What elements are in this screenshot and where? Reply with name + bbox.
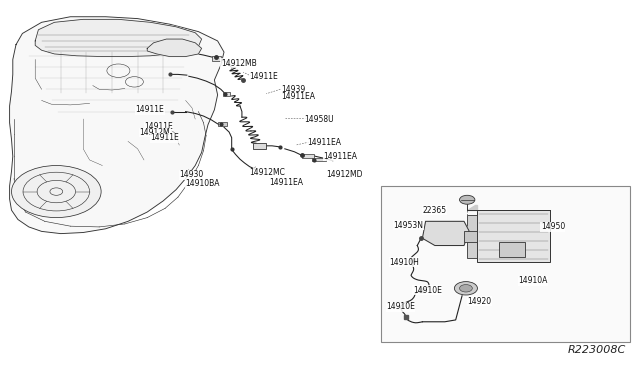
Text: 14911E: 14911E	[150, 133, 179, 142]
Bar	[253, 143, 266, 149]
Text: 14910BA: 14910BA	[186, 179, 220, 188]
Polygon shape	[147, 39, 202, 57]
Text: 14953N: 14953N	[394, 221, 424, 230]
Text: 14950: 14950	[541, 222, 565, 231]
Polygon shape	[422, 221, 469, 246]
Polygon shape	[467, 205, 477, 210]
Bar	[312, 158, 326, 161]
Text: 14930: 14930	[179, 170, 204, 179]
Circle shape	[460, 195, 475, 204]
Circle shape	[12, 166, 101, 218]
Circle shape	[454, 282, 477, 295]
Polygon shape	[35, 19, 202, 57]
Text: 14910H: 14910H	[389, 258, 419, 267]
Bar	[464, 231, 477, 242]
Bar	[302, 154, 314, 158]
Text: 14910E: 14910E	[386, 302, 415, 311]
Text: 14910E: 14910E	[413, 286, 442, 295]
Circle shape	[460, 285, 472, 292]
Text: 14912MC: 14912MC	[250, 168, 285, 177]
Text: 14912M: 14912M	[140, 128, 170, 137]
Bar	[223, 92, 230, 96]
Bar	[477, 210, 550, 262]
Text: 14920: 14920	[467, 297, 492, 306]
Text: R223008C: R223008C	[568, 345, 626, 355]
Text: 14911EA: 14911EA	[269, 178, 303, 187]
Text: 14911EA: 14911EA	[323, 152, 357, 161]
Bar	[467, 215, 477, 258]
Text: 14911EA: 14911EA	[307, 138, 341, 147]
Polygon shape	[10, 17, 224, 234]
Text: 14911E: 14911E	[250, 72, 278, 81]
Bar	[499, 242, 525, 257]
Bar	[212, 56, 221, 61]
Text: 22365: 22365	[422, 206, 447, 215]
Text: 14912MB: 14912MB	[221, 59, 257, 68]
Bar	[381, 186, 630, 342]
Text: 14911E: 14911E	[136, 105, 164, 114]
Text: 14939: 14939	[282, 85, 306, 94]
Text: 14911E: 14911E	[144, 122, 173, 131]
Text: 14911EA: 14911EA	[282, 92, 316, 101]
Bar	[218, 122, 227, 126]
Text: 14910A: 14910A	[518, 276, 548, 285]
Text: 14912MD: 14912MD	[326, 170, 363, 179]
Text: 14958U: 14958U	[304, 115, 333, 124]
